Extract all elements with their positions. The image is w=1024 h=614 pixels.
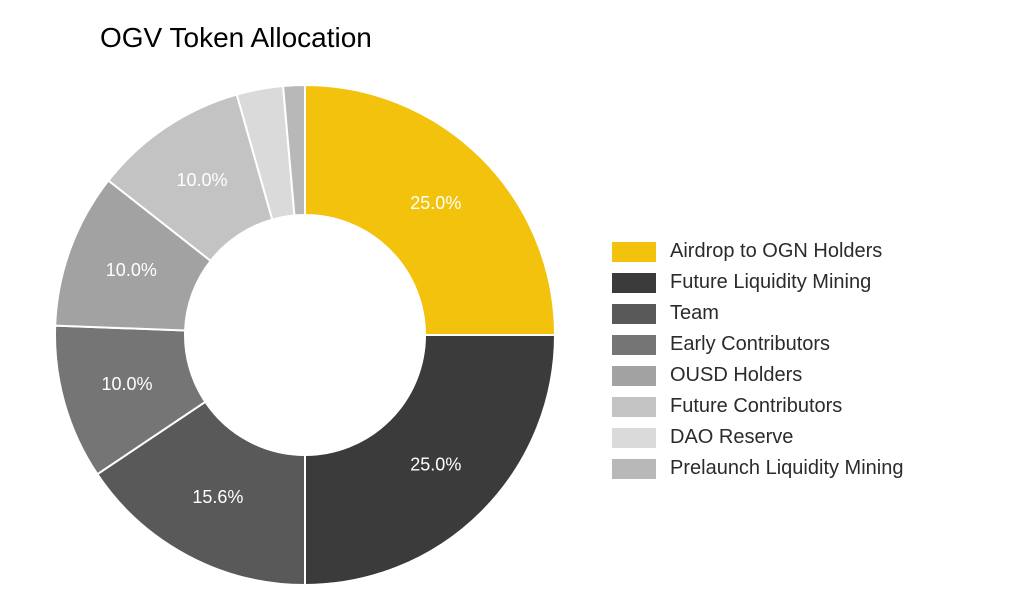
legend-label: Future Contributors [670, 395, 842, 418]
legend-item: Prelaunch Liquidity Mining [612, 457, 903, 480]
legend-label: Prelaunch Liquidity Mining [670, 457, 903, 480]
donut-chart: 25.0% 25.0% 15.6% 10.0% 10.0% 10.0% [40, 70, 570, 600]
legend-swatch [612, 459, 656, 479]
slice-label: 15.6% [192, 487, 243, 507]
legend-swatch [612, 304, 656, 324]
legend-label: Future Liquidity Mining [670, 271, 871, 294]
legend-item: Team [612, 302, 903, 325]
legend-swatch [612, 366, 656, 386]
legend-label: Early Contributors [670, 333, 830, 356]
legend-label: DAO Reserve [670, 426, 793, 449]
legend-item: Future Liquidity Mining [612, 271, 903, 294]
legend-item: Airdrop to OGN Holders [612, 240, 903, 263]
legend-swatch [612, 428, 656, 448]
slice-label: 10.0% [106, 260, 157, 280]
slice-label: 10.0% [102, 374, 153, 394]
legend-item: Future Contributors [612, 395, 903, 418]
slice-label: 25.0% [410, 193, 461, 213]
legend-label: Team [670, 302, 719, 325]
legend-swatch [612, 335, 656, 355]
slice-label: 25.0% [410, 455, 461, 475]
chart-title: OGV Token Allocation [100, 22, 372, 54]
legend-item: DAO Reserve [612, 426, 903, 449]
legend-label: Airdrop to OGN Holders [670, 240, 882, 263]
legend-label: OUSD Holders [670, 364, 802, 387]
legend-swatch [612, 397, 656, 417]
legend-item: OUSD Holders [612, 364, 903, 387]
legend-swatch [612, 273, 656, 293]
slice-label: 10.0% [176, 170, 227, 190]
legend-swatch [612, 242, 656, 262]
chart-legend: Airdrop to OGN Holders Future Liquidity M… [612, 240, 903, 488]
legend-item: Early Contributors [612, 333, 903, 356]
donut-svg: 25.0% 25.0% 15.6% 10.0% 10.0% 10.0% [40, 70, 570, 600]
